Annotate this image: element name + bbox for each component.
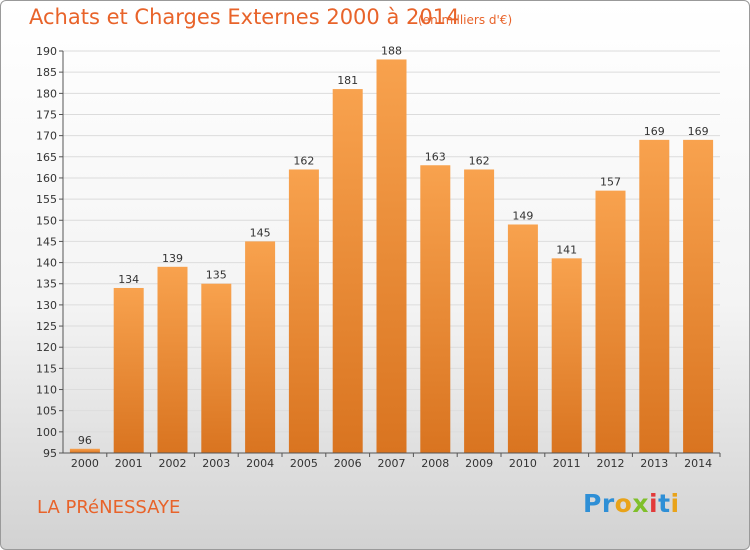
y-tick-label: 135 bbox=[36, 278, 57, 291]
bar-2008 bbox=[420, 165, 451, 453]
value-label-2011: 141 bbox=[556, 243, 577, 256]
y-tick-label: 120 bbox=[36, 341, 57, 354]
y-tick-label: 155 bbox=[36, 193, 57, 206]
value-label-2006: 181 bbox=[337, 74, 358, 87]
y-tick-label: 145 bbox=[36, 235, 57, 248]
value-label-2001: 134 bbox=[118, 273, 139, 286]
bar-2009 bbox=[464, 169, 495, 454]
bar-2010 bbox=[507, 224, 538, 453]
x-tick-label: 2003 bbox=[202, 457, 230, 470]
axes: 95 100 105 110 115 120 125 130 135 140 145 150 155 16… bbox=[36, 45, 721, 470]
x-tick-label: 2014 bbox=[684, 457, 712, 470]
value-labels: 96 134 139 135 145 162 181 188 163 162 149 141 157 16… bbox=[78, 44, 709, 446]
value-label-2003: 135 bbox=[206, 269, 227, 282]
bar-2002 bbox=[157, 266, 188, 453]
y-tick-label: 115 bbox=[36, 362, 57, 375]
y-tick-label: 140 bbox=[36, 257, 57, 270]
value-label-2012: 157 bbox=[600, 176, 621, 189]
place-name: LA PRéNESSAYE bbox=[37, 497, 181, 518]
bar-2014 bbox=[683, 139, 714, 453]
bar-2005 bbox=[288, 169, 319, 454]
bar-2000 bbox=[69, 448, 100, 453]
x-tick-label: 2008 bbox=[421, 457, 449, 470]
bar-2007 bbox=[376, 59, 407, 453]
value-label-2013: 169 bbox=[644, 125, 665, 138]
bar-2003 bbox=[201, 283, 232, 453]
x-tick-label: 2007 bbox=[378, 457, 406, 470]
x-tick-label: 2000 bbox=[71, 457, 99, 470]
y-tick-label: 190 bbox=[36, 45, 57, 58]
bar-2004 bbox=[245, 241, 276, 453]
x-tick-label: 2011 bbox=[553, 457, 581, 470]
bar-2012 bbox=[595, 190, 626, 454]
bar-2006 bbox=[332, 89, 363, 453]
x-tick-label: 2010 bbox=[509, 457, 537, 470]
x-tick-label: 2005 bbox=[290, 457, 318, 470]
value-label-2005: 162 bbox=[293, 154, 314, 167]
x-tick-label: 2004 bbox=[246, 457, 274, 470]
y-tick-label: 150 bbox=[36, 214, 57, 227]
chart-title: Achats et Charges Externes 2000 à 2014 bbox=[29, 5, 460, 29]
proxiti-logo: Proxiti bbox=[583, 489, 680, 518]
x-tick-label: 2002 bbox=[159, 457, 187, 470]
y-tick-label: 175 bbox=[36, 108, 57, 121]
chart-subtitle: (en milliers d'€) bbox=[418, 13, 513, 27]
bar-2013 bbox=[639, 139, 670, 453]
value-label-2014: 169 bbox=[688, 125, 709, 138]
x-tick-label: 2012 bbox=[597, 457, 625, 470]
y-tick-label: 125 bbox=[36, 320, 57, 333]
y-tick-label: 160 bbox=[36, 172, 57, 185]
bar-2001 bbox=[113, 287, 144, 453]
y-tick-label: 180 bbox=[36, 87, 57, 100]
y-tick-label: 170 bbox=[36, 130, 57, 143]
x-tick-label: 2001 bbox=[115, 457, 143, 470]
value-label-2004: 145 bbox=[250, 226, 271, 239]
x-tick-label: 2009 bbox=[465, 457, 493, 470]
bars bbox=[69, 59, 714, 454]
bar-2011 bbox=[551, 258, 582, 453]
y-tick-label: 165 bbox=[36, 151, 57, 164]
value-label-2007: 188 bbox=[381, 44, 402, 57]
y-tick-label: 130 bbox=[36, 299, 57, 312]
y-tick-label: 185 bbox=[36, 66, 57, 79]
value-label-2002: 139 bbox=[162, 252, 183, 265]
x-tick-label: 2006 bbox=[334, 457, 362, 470]
y-tick-label: 110 bbox=[36, 384, 57, 397]
value-label-2010: 149 bbox=[512, 209, 533, 222]
value-label-2008: 163 bbox=[425, 150, 446, 163]
x-tick-label: 2013 bbox=[640, 457, 668, 470]
y-tick-label: 105 bbox=[36, 405, 57, 418]
value-label-2009: 162 bbox=[469, 154, 490, 167]
y-tick-label: 95 bbox=[43, 447, 57, 460]
value-label-2000: 96 bbox=[78, 434, 92, 447]
y-tick-label: 100 bbox=[36, 426, 57, 439]
